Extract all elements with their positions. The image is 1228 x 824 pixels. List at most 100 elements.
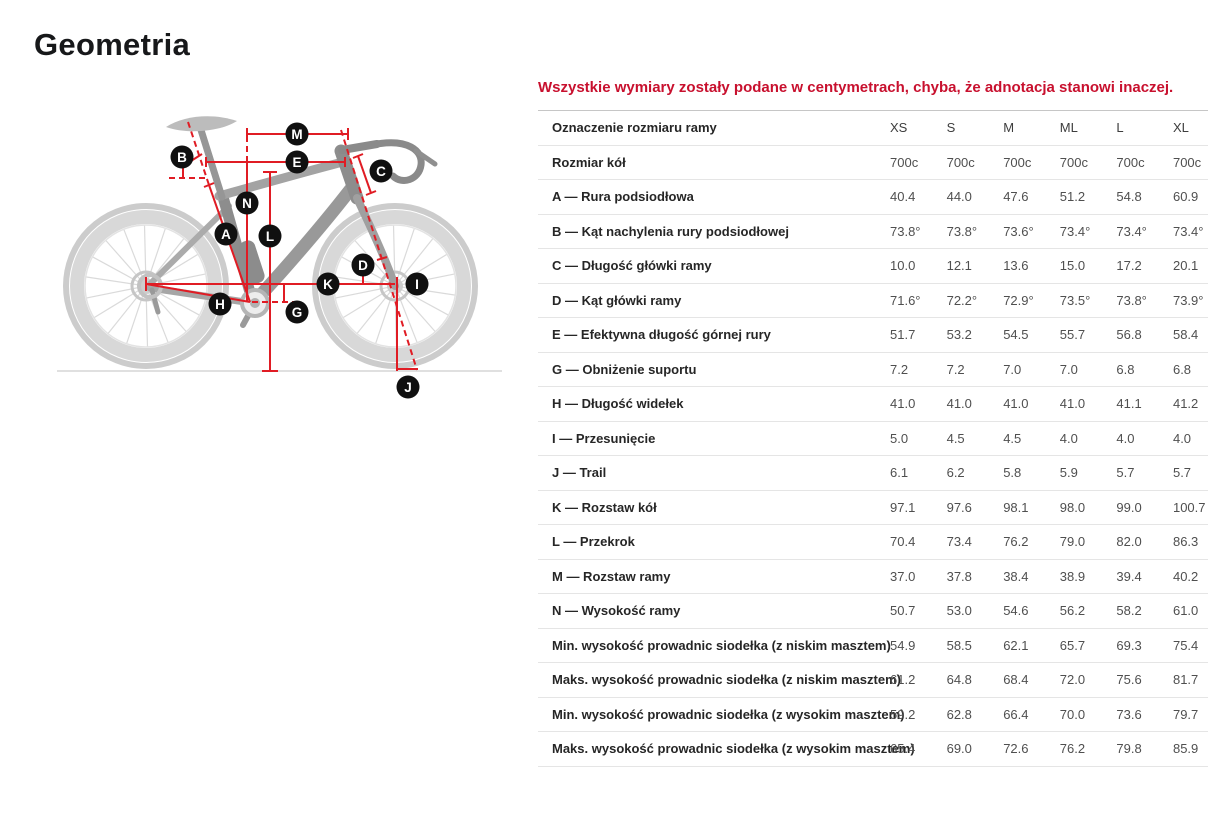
cell-value: 73.5° bbox=[1059, 292, 1091, 308]
geometry-label-M-badge: M bbox=[285, 122, 309, 146]
cell-value: 6.8 bbox=[1116, 361, 1135, 377]
table-row: Maks. wysokość prowadnic siodełka (z wys… bbox=[538, 732, 1208, 767]
cell-value: 4.5 bbox=[946, 430, 965, 446]
cell-value: 82.0 bbox=[1116, 534, 1142, 550]
cell-value: 73.4 bbox=[946, 534, 972, 550]
cell-value: 17.2 bbox=[1116, 258, 1142, 274]
cell-value: 65.7 bbox=[1059, 637, 1086, 653]
table-row: Min. wysokość prowadnic siodełka (z wyso… bbox=[538, 698, 1208, 732]
cell-value: 85.9 bbox=[1172, 741, 1199, 757]
row-label: Maks. wysokość prowadnic siodełka (z wys… bbox=[552, 741, 915, 757]
size-column-header: XS bbox=[890, 120, 908, 136]
cell-value: 4.5 bbox=[1003, 430, 1022, 446]
cell-value: 58.4 bbox=[1172, 327, 1199, 343]
cell-value: 39.4 bbox=[1116, 568, 1142, 584]
geometry-label-letter: L bbox=[266, 229, 274, 244]
cell-value: 54.8 bbox=[1116, 189, 1142, 205]
row-label: B — Kąt nachylenia rury podsiodłowej bbox=[552, 223, 789, 239]
cell-value: 99.0 bbox=[1116, 499, 1142, 515]
size-column-header: L bbox=[1116, 120, 1124, 136]
cell-value: 59.2 bbox=[890, 706, 916, 722]
geometry-label-letter: D bbox=[358, 258, 368, 273]
cell-value: 60.9 bbox=[1172, 189, 1199, 205]
cell-value: 6.8 bbox=[1172, 361, 1192, 377]
cell-value: 61.2 bbox=[890, 672, 916, 688]
cell-value: 58.5 bbox=[946, 637, 972, 653]
table-row: K — Rozstaw kół 97.1 97.6 98.1 98.0 99.0 100.7 bbox=[538, 491, 1208, 525]
cell-value: 69.3 bbox=[1116, 637, 1142, 653]
cell-value: 71.6° bbox=[890, 292, 921, 308]
cell-value: 7.2 bbox=[890, 361, 909, 377]
cell-value: 68.4 bbox=[1003, 672, 1029, 688]
cell-value: 7.0 bbox=[1059, 361, 1078, 377]
cell-value: 40.2 bbox=[1172, 568, 1199, 584]
size-column-header: XL bbox=[1172, 120, 1189, 136]
geometry-label-I-badge: I bbox=[405, 272, 429, 296]
cell-value: 53.2 bbox=[946, 327, 972, 343]
geometry-label-letter: N bbox=[242, 196, 252, 211]
cell-value: 6.2 bbox=[946, 465, 965, 481]
geometry-label-L-badge: L bbox=[258, 224, 282, 248]
geometry-label-D-badge: D bbox=[351, 253, 375, 277]
row-label: L — Przekrok bbox=[552, 534, 635, 550]
page-title: Geometria bbox=[34, 27, 191, 62]
bike-frame-illustration bbox=[137, 116, 438, 328]
cell-value: 75.4 bbox=[1172, 637, 1199, 653]
cell-value: 37.8 bbox=[946, 568, 972, 584]
cell-value: 700c bbox=[1116, 154, 1145, 170]
cell-value: 6.1 bbox=[890, 465, 909, 481]
cell-value: 73.9° bbox=[1172, 292, 1204, 308]
cell-value: 40.4 bbox=[890, 189, 916, 205]
cell-value: 70.0 bbox=[1059, 706, 1086, 722]
geometry-label-letter: C bbox=[376, 164, 386, 179]
cell-value: 5.0 bbox=[890, 430, 909, 446]
cell-value: 37.0 bbox=[890, 568, 916, 584]
geometry-label-letter: K bbox=[323, 277, 333, 292]
cell-value: 72.2° bbox=[946, 292, 978, 308]
cell-value: 5.7 bbox=[1116, 465, 1135, 481]
cell-value: 4.0 bbox=[1059, 430, 1078, 446]
row-label: G — Obniżenie suportu bbox=[552, 361, 697, 377]
row-label: I — Przesunięcie bbox=[552, 430, 656, 446]
row-label: A — Rura podsiodłowa bbox=[552, 189, 694, 205]
size-column-header: M bbox=[1003, 120, 1015, 136]
geometry-label-letter: H bbox=[215, 297, 225, 312]
cell-value: 98.0 bbox=[1059, 499, 1086, 515]
cell-value: 13.6 bbox=[1003, 258, 1029, 274]
geometry-table: Oznaczenie rozmiaru ramy XS S M ML L XL Rozmi… bbox=[538, 110, 1208, 767]
cell-value: 73.4° bbox=[1059, 223, 1091, 239]
cell-value: 5.8 bbox=[1003, 465, 1022, 481]
geometry-label-letter: E bbox=[292, 155, 301, 170]
table-row: A — Rura podsiodłowa 40.4 44.0 47.6 51.2 54.8… bbox=[538, 180, 1208, 215]
cell-value: 73.6 bbox=[1116, 706, 1142, 722]
cell-value: 62.1 bbox=[1003, 637, 1029, 653]
cell-value: 86.3 bbox=[1172, 534, 1199, 550]
size-column-header: S bbox=[946, 120, 956, 136]
row-label: K — Rozstaw kół bbox=[552, 499, 657, 515]
cell-value: 56.8 bbox=[1116, 327, 1142, 343]
row-label: Min. wysokość prowadnic siodełka (z wyso… bbox=[552, 706, 905, 722]
cell-value: 73.8° bbox=[890, 223, 921, 239]
front-wheel-illustration bbox=[312, 203, 478, 369]
table-row: L — Przekrok 70.4 73.4 76.2 79.0 82.0 86.3 bbox=[538, 525, 1208, 560]
cell-value: 51.7 bbox=[890, 327, 916, 343]
cell-value: 700c bbox=[1059, 154, 1088, 170]
geometry-label-letter: M bbox=[291, 127, 302, 142]
table-row: I — Przesunięcie 5.0 4.5 4.5 4.0 4.0 4.0 bbox=[538, 422, 1208, 456]
cell-value: 76.2 bbox=[1059, 741, 1086, 757]
cell-value: 700c bbox=[890, 154, 919, 170]
cell-value: 54.6 bbox=[1003, 603, 1029, 619]
geometry-label-J-badge: J bbox=[396, 375, 420, 399]
cell-value: 51.2 bbox=[1059, 189, 1086, 205]
cell-value: 50.7 bbox=[890, 603, 916, 619]
row-label: Min. wysokość prowadnic siodełka (z nisk… bbox=[552, 637, 891, 653]
cell-value: 4.0 bbox=[1172, 430, 1192, 446]
cell-value: 66.4 bbox=[1003, 706, 1029, 722]
cell-value: 41.0 bbox=[890, 396, 916, 412]
row-label: H — Długość widełek bbox=[552, 396, 684, 412]
table-row: Rozmiar kół 700c 700c 700c 700c 700c 700c bbox=[538, 146, 1208, 180]
cell-value: 700c bbox=[1172, 154, 1202, 170]
geometry-label-letter: J bbox=[404, 380, 412, 395]
table-row: J — Trail 6.1 6.2 5.8 5.9 5.7 5.7 bbox=[538, 456, 1208, 491]
geometry-label-K-badge: K bbox=[316, 272, 340, 296]
